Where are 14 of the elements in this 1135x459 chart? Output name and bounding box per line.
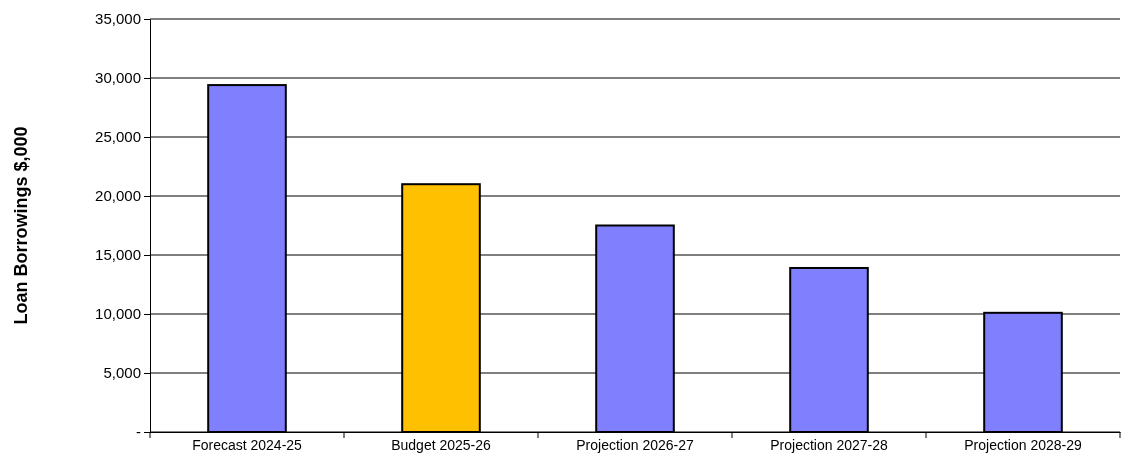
- x-tick-label: Forecast 2024-25: [192, 437, 303, 454]
- y-tick-label: 5,000: [103, 364, 141, 382]
- y-axis-title: Loan Borrowings $,000: [11, 126, 31, 325]
- y-tick-label: 25,000: [95, 128, 141, 146]
- x-tick-label: Projection 2027-28: [770, 437, 888, 454]
- x-tick-label: Projection 2028-29: [964, 437, 1082, 454]
- y-tick-label: 35,000: [95, 10, 141, 28]
- y-tick-label: 10,000: [95, 305, 141, 323]
- y-tick-label: 15,000: [95, 246, 141, 264]
- y-tick-label: 20,000: [95, 187, 141, 205]
- y-tick-label: 30,000: [95, 69, 141, 87]
- x-tick-label: Budget 2025-26: [391, 437, 492, 454]
- x-tick-label: Projection 2026-27: [576, 437, 694, 454]
- y-tick-label: -: [136, 423, 141, 441]
